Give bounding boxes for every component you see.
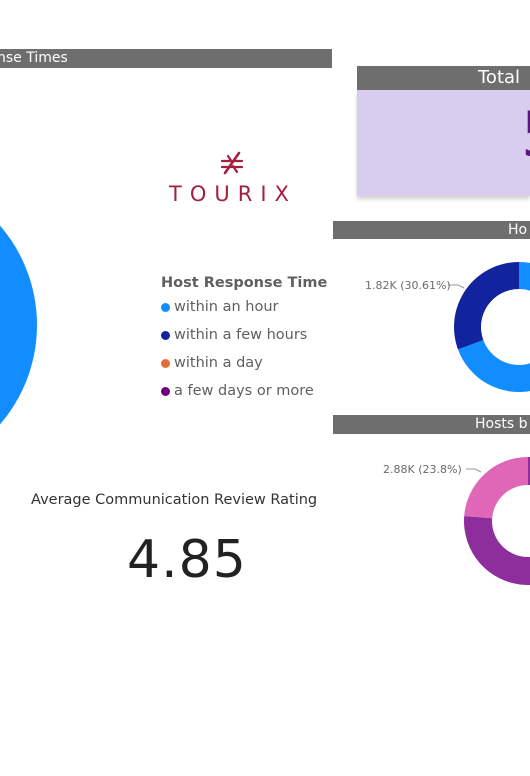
total-title: Total [478, 67, 521, 88]
brand-name: TOURIX [169, 182, 297, 206]
legend-dot [161, 303, 170, 312]
legend-title: Host Response Time [161, 275, 328, 291]
tourix-logo-icon [220, 151, 244, 175]
legend-item-within-an-hour[interactable]: within an hour [161, 299, 279, 315]
donut1-leader-line [448, 284, 465, 289]
pie-slice-within-an-hour[interactable] [0, 190, 37, 477]
hosts-by-header: Hosts b [333, 415, 530, 434]
legend-label: within an hour [174, 299, 279, 315]
total-card: 5 [357, 90, 530, 196]
donut1-data-label: 1.82K (30.61%) [365, 279, 451, 292]
avg-communication-rating-value: 4.85 [127, 530, 247, 590]
hosts-donut-chart: 1.82K (30.61%) [365, 262, 530, 392]
donut2-data-label: 2.88K (23.8%) [383, 463, 462, 476]
response-times-title: nse Times [0, 50, 68, 66]
legend-dot [161, 387, 170, 396]
legend-item-a-few-days-or-more[interactable]: a few days or more [161, 383, 314, 399]
legend-label: a few days or more [174, 383, 314, 399]
avg-communication-rating-label: Average Communication Review Rating [31, 492, 318, 508]
donut1-slice-1[interactable] [454, 262, 519, 350]
legend-label: within a few hours [174, 327, 308, 343]
donut2-slice-1[interactable] [464, 457, 528, 519]
response-times-header: nse Times [0, 49, 332, 68]
total-header: Total [357, 66, 530, 90]
donut1-slice-2[interactable] [457, 262, 530, 392]
legend-item-within-a-day[interactable]: within a day [161, 355, 263, 371]
hosts-by-title: Hosts b [475, 416, 528, 432]
legend-dot [161, 359, 170, 368]
hosts-chart-header: Ho [333, 221, 530, 239]
donut2-leader-line [466, 468, 482, 473]
response-time-pie-chart [0, 190, 37, 477]
legend-label: within a day [174, 355, 263, 371]
legend-item-within-a-few-hours[interactable]: within a few hours [161, 327, 307, 343]
total-value: 5 [521, 104, 530, 166]
donut2-slice-2[interactable] [464, 457, 530, 585]
legend-dot [161, 331, 170, 340]
hosts-by-donut-chart: 2.88K (23.8%) [383, 457, 530, 585]
hosts-chart-title: Ho [508, 222, 528, 238]
